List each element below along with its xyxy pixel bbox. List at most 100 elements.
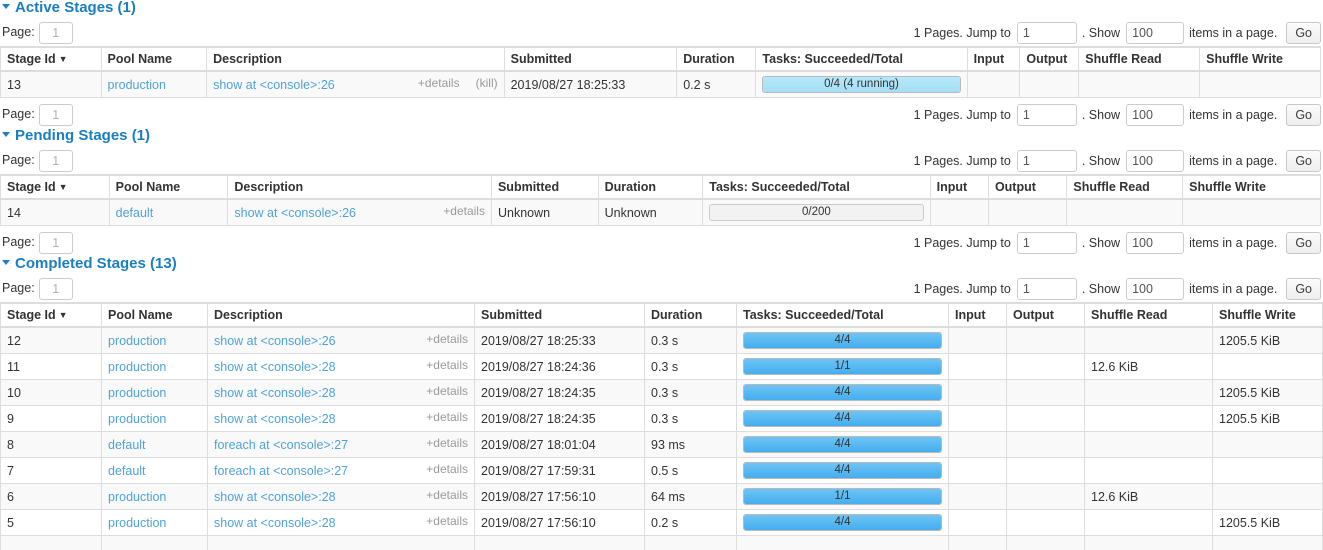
column-header-shuffle-read[interactable]: Shuffle Read <box>1066 174 1184 200</box>
pool-name-link[interactable]: production <box>108 385 167 400</box>
pool-name-link[interactable]: production <box>107 77 166 92</box>
column-header-tasks-succeeded-total[interactable]: Tasks: Succeeded/Total <box>702 174 931 200</box>
go-button[interactable]: Go <box>1286 150 1321 172</box>
pool-name-link[interactable]: default <box>115 205 154 220</box>
page-number-input[interactable] <box>38 104 73 126</box>
progress-fill <box>744 515 941 530</box>
cell-duration: 0.3 s <box>644 379 737 406</box>
jump-to-page-input[interactable] <box>1016 22 1077 44</box>
column-header-pool-name[interactable]: Pool Name <box>108 174 229 200</box>
column-header-output[interactable]: Output <box>987 174 1068 200</box>
details-toggle[interactable]: +details <box>426 332 468 346</box>
items-per-page-input[interactable] <box>1126 22 1185 44</box>
section-header-active-stages[interactable]: Active Stages (1) <box>0 0 1323 16</box>
column-header-duration[interactable]: Duration <box>676 46 757 72</box>
section-header-completed-stages[interactable]: Completed Stages (13) <box>0 256 1323 272</box>
stages-table-pending-stages: Stage Id ▼ Pool Name Description Submitted Du… <box>0 174 1321 226</box>
details-toggle[interactable]: +details <box>443 204 485 218</box>
description-link[interactable]: foreach at <console>:27 <box>214 463 349 478</box>
column-header-pool-name[interactable]: Pool Name <box>100 46 208 72</box>
jump-to-page-input[interactable] <box>1016 104 1077 126</box>
page-label: Page: <box>2 107 35 122</box>
items-per-page-input[interactable] <box>1126 150 1185 172</box>
column-header-input[interactable]: Input <box>948 302 1007 328</box>
caret-down-icon <box>2 4 10 9</box>
items-per-page-input[interactable] <box>1126 278 1185 300</box>
column-header-tasks-succeeded-total[interactable]: Tasks: Succeeded/Total <box>755 46 968 72</box>
column-header-pool-name[interactable]: Pool Name <box>101 302 208 328</box>
column-header-shuffle-read[interactable]: Shuffle Read <box>1078 46 1201 72</box>
cell-submitted: Unknown <box>490 198 599 226</box>
column-header-description[interactable]: Description <box>206 46 505 72</box>
go-button[interactable]: Go <box>1286 22 1321 44</box>
column-header-output[interactable]: Output <box>1006 302 1085 328</box>
column-header-shuffle-read[interactable]: Shuffle Read <box>1084 302 1213 328</box>
jump-to-page-input[interactable] <box>1016 232 1077 254</box>
pool-name-link[interactable]: production <box>108 489 167 504</box>
jump-to-page-input[interactable] <box>1016 278 1077 300</box>
pool-name-link[interactable]: production <box>108 359 167 374</box>
column-header-shuffle-write[interactable]: Shuffle Write <box>1182 174 1321 200</box>
column-header-tasks-succeeded-total[interactable]: Tasks: Succeeded/Total <box>736 302 949 328</box>
details-toggle[interactable]: +details <box>417 76 460 90</box>
column-header-label: Shuffle Read <box>1085 52 1162 66</box>
page-number-input[interactable] <box>38 232 73 254</box>
column-header-duration[interactable]: Duration <box>644 302 737 328</box>
items-per-page-input[interactable] <box>1126 104 1185 126</box>
section-header-pending-stages[interactable]: Pending Stages (1) <box>0 128 1323 144</box>
description-link[interactable]: foreach at <console>:27 <box>214 437 349 452</box>
jump-to-page-input[interactable] <box>1016 150 1077 172</box>
description-link[interactable]: show at <console>:28 <box>214 515 336 530</box>
details-toggle[interactable]: +details <box>426 488 468 502</box>
column-header-description[interactable]: Description <box>207 302 475 328</box>
column-header-shuffle-write[interactable]: Shuffle Write <box>1199 46 1321 72</box>
details-toggle[interactable]: +details <box>426 514 468 528</box>
pool-name-link[interactable]: default <box>108 437 146 452</box>
column-header-stage-id[interactable]: Stage Id ▼ <box>0 302 102 328</box>
pool-name-link[interactable]: default <box>108 463 146 478</box>
details-toggle[interactable]: +details <box>426 384 468 398</box>
column-header-submitted[interactable]: Submitted <box>474 302 645 328</box>
pool-name-link[interactable]: production <box>108 411 167 426</box>
progress-label: 4/4 <box>834 412 851 424</box>
page-number-input[interactable] <box>38 22 73 44</box>
go-button[interactable]: Go <box>1286 278 1321 300</box>
description-link[interactable]: show at <console>:26 <box>214 333 336 348</box>
column-header-input[interactable]: Input <box>929 174 989 200</box>
cell-description: show at <console>:28 +details <box>207 405 475 432</box>
column-header-shuffle-write[interactable]: Shuffle Write <box>1212 302 1323 328</box>
details-toggle[interactable]: +details <box>426 462 468 476</box>
go-button[interactable]: Go <box>1286 104 1321 126</box>
description-link[interactable]: show at <console>:28 <box>214 489 336 504</box>
column-header-description[interactable]: Description <box>227 174 492 200</box>
description-link[interactable]: show at <console>:26 <box>234 205 356 220</box>
column-header-stage-id[interactable]: Stage Id ▼ <box>0 174 110 200</box>
description-link[interactable]: show at <console>:26 <box>213 77 335 92</box>
column-header-submitted[interactable]: Submitted <box>503 46 678 72</box>
cell-tasks-progress: 1/1 <box>736 483 949 510</box>
cell-output <box>1006 379 1085 406</box>
cell-tasks-progress: 1/1 <box>736 353 949 380</box>
column-header-input[interactable]: Input <box>966 46 1021 72</box>
description-link[interactable]: show at <console>:28 <box>214 385 336 400</box>
kill-stage-link[interactable]: (kill) <box>475 76 498 90</box>
details-toggle[interactable]: +details <box>426 410 468 424</box>
cell-stage-id: 5 <box>0 509 102 536</box>
column-header-submitted[interactable]: Submitted <box>490 174 599 200</box>
column-header-output[interactable]: Output <box>1019 46 1080 72</box>
details-toggle[interactable]: +details <box>426 358 468 372</box>
go-button[interactable]: Go <box>1286 232 1321 254</box>
pagination-controls: 1 Pages. Jump to . Show items in a page. Go <box>911 232 1321 254</box>
details-toggle[interactable]: +details <box>426 436 468 450</box>
pool-name-link[interactable]: production <box>108 515 167 530</box>
column-header-stage-id[interactable]: Stage Id ▼ <box>0 46 102 72</box>
column-header-duration[interactable]: Duration <box>597 174 704 200</box>
description-link[interactable]: show at <console>:28 <box>214 359 336 374</box>
page-number-input[interactable] <box>38 278 73 300</box>
description-link[interactable]: show at <console>:28 <box>214 411 336 426</box>
table-row: 11 production show at <console>:28 +details… <box>0 353 1323 380</box>
pool-name-link[interactable]: production <box>108 333 167 348</box>
items-per-page-input[interactable] <box>1126 232 1185 254</box>
page-number-input[interactable] <box>38 150 73 172</box>
